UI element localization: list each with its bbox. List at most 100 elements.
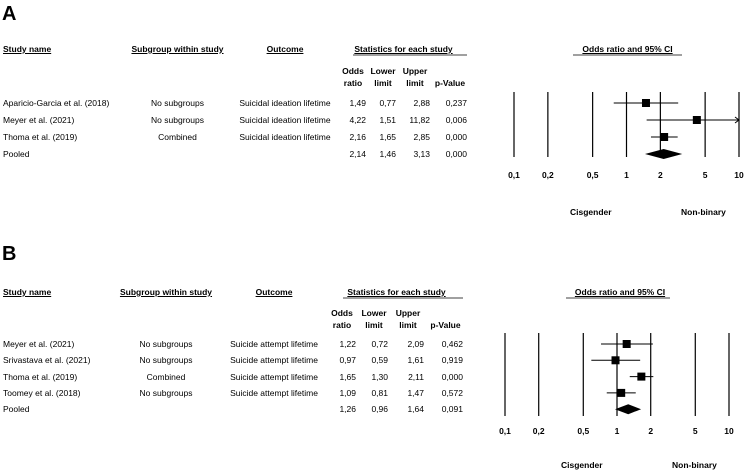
subheader-lower-limit: Lower: [370, 66, 396, 76]
pooled-odds-ratio: 2,14: [349, 149, 366, 159]
p-value: 0,000: [445, 132, 467, 142]
pooled-label: Pooled: [3, 149, 30, 159]
upper-limit-value: 2,85: [413, 132, 430, 142]
p-value: 0,237: [445, 98, 467, 108]
pooled-lower-limit: 0,96: [371, 404, 388, 415]
subheader-p-value: p-Value: [430, 320, 461, 330]
upper-limit-value: 2,09: [407, 339, 424, 349]
subgroup-value: Combined: [146, 371, 186, 382]
pooled-diamond: [615, 404, 642, 415]
pooled-label: Pooled: [3, 404, 30, 415]
x-tick-label: 5: [692, 426, 698, 436]
study-name: Srivastava et al. (2021): [3, 355, 91, 366]
header-outcome: Outcome: [255, 287, 293, 297]
ci-arrow: [734, 116, 740, 124]
header-outcome: Outcome: [266, 44, 304, 54]
odds-ratio-value: 1,65: [339, 371, 356, 382]
odds-ratio-value: 1,49: [349, 98, 366, 108]
pooled-lower-limit: 1,46: [379, 149, 396, 159]
header-subgroup: Subgroup within study: [131, 44, 224, 54]
subgroup-value: Combined: [158, 132, 197, 142]
header-study-name: Study name: [3, 287, 52, 297]
p-value: 0,919: [441, 355, 463, 366]
x-tick-label: 1: [614, 426, 620, 436]
p-value: 0,006: [445, 115, 467, 125]
lower-limit-value: 1,30: [371, 371, 388, 382]
study-name: Meyer et al. (2021): [3, 339, 75, 349]
header-odds-ratio-ci: Odds ratio and 95% CI: [582, 44, 673, 54]
subheader-lower-limit: limit: [374, 78, 392, 88]
study-point-marker: [641, 99, 650, 107]
x-tick-label: 0,1: [508, 170, 520, 180]
favours-right-label: Non-binary: [672, 460, 717, 470]
x-tick-label: 10: [734, 170, 744, 180]
lower-limit-value: 0,77: [379, 98, 396, 108]
odds-ratio-value: 2,16: [349, 132, 366, 142]
subgroup-value: No subgroups: [151, 115, 204, 125]
subheader-lower-limit: Lower: [361, 308, 387, 318]
pooled-upper-limit: 3,13: [413, 149, 430, 159]
subheader-upper-limit: Upper: [402, 66, 428, 76]
study-point-marker: [660, 133, 669, 141]
header-statistics: Statistics for each study: [354, 44, 453, 54]
study-name: Meyer et al. (2021): [3, 115, 75, 125]
favours-left-label: Cisgender: [570, 207, 612, 217]
subheader-upper-limit: limit: [406, 78, 424, 88]
outcome-value: Suicidal ideation lifetime: [239, 98, 331, 108]
lower-limit-value: 1,65: [379, 132, 396, 142]
x-tick-label: 5: [702, 170, 708, 180]
odds-ratio-value: 4,22: [349, 115, 366, 125]
p-value: 0,000: [441, 371, 463, 382]
upper-limit-value: 1,47: [407, 387, 424, 398]
odds-ratio-value: 1,09: [339, 387, 356, 398]
panel-letter: A: [2, 3, 17, 25]
study-point-marker: [617, 388, 626, 397]
lower-limit-value: 0,81: [371, 387, 388, 398]
pooled-p-value: 0,091: [441, 404, 463, 415]
subheader-upper-limit: Upper: [395, 308, 421, 318]
subheader-lower-limit: limit: [365, 320, 383, 330]
x-tick-label: 0,5: [577, 426, 590, 436]
outcome-value: Suicidal ideation lifetime: [239, 115, 331, 125]
x-tick-label: 2: [657, 170, 663, 180]
subheader-upper-limit: limit: [399, 320, 417, 330]
subheader-odds-ratio: Odds: [342, 66, 364, 76]
study-point-marker: [692, 116, 701, 124]
x-tick-label: 0,2: [532, 426, 545, 436]
study-point-marker: [622, 340, 631, 348]
subgroup-value: No subgroups: [139, 339, 193, 349]
p-value: 0,572: [441, 387, 463, 398]
study-name: Toomey et al. (2018): [3, 387, 81, 398]
outcome-value: Suicide attempt lifetime: [230, 387, 318, 398]
favours-left-label: Cisgender: [561, 460, 603, 470]
x-tick-label: 0,1: [499, 426, 511, 436]
odds-ratio-value: 0,97: [339, 355, 356, 366]
upper-limit-value: 2,11: [408, 371, 424, 382]
subgroup-value: No subgroups: [139, 387, 193, 398]
pooled-odds-ratio: 1,26: [339, 404, 356, 415]
odds-ratio-value: 1,22: [339, 339, 356, 349]
favours-right-label: Non-binary: [681, 207, 726, 217]
upper-limit-value: 2,88: [413, 98, 430, 108]
study-name: Aparicio-Garcia et al. (2018): [3, 98, 110, 108]
subheader-odds-ratio: ratio: [343, 78, 363, 88]
panel-letter: B: [2, 243, 17, 265]
header-statistics: Statistics for each study: [347, 287, 446, 297]
x-tick-label: 2: [648, 426, 654, 436]
subheader-p-value: p-Value: [434, 78, 466, 88]
outcome-value: Suicide attempt lifetime: [230, 355, 318, 366]
study-point-marker: [611, 356, 620, 365]
pooled-p-value: 0,000: [445, 149, 467, 159]
outcome-value: Suicidal ideation lifetime: [239, 132, 331, 142]
subheader-odds-ratio: Odds: [331, 308, 353, 318]
subgroup-value: No subgroups: [151, 98, 204, 108]
subgroup-value: No subgroups: [139, 355, 193, 366]
x-tick-label: 0,5: [586, 170, 599, 180]
x-tick-label: 10: [724, 426, 734, 436]
header-odds-ratio-ci: Odds ratio and 95% CI: [574, 287, 666, 297]
study-point-marker: [637, 372, 646, 381]
header-subgroup: Subgroup within study: [119, 287, 213, 297]
pooled-upper-limit: 1,64: [407, 404, 424, 415]
p-value: 0,462: [441, 339, 463, 349]
lower-limit-value: 0,59: [371, 355, 388, 366]
